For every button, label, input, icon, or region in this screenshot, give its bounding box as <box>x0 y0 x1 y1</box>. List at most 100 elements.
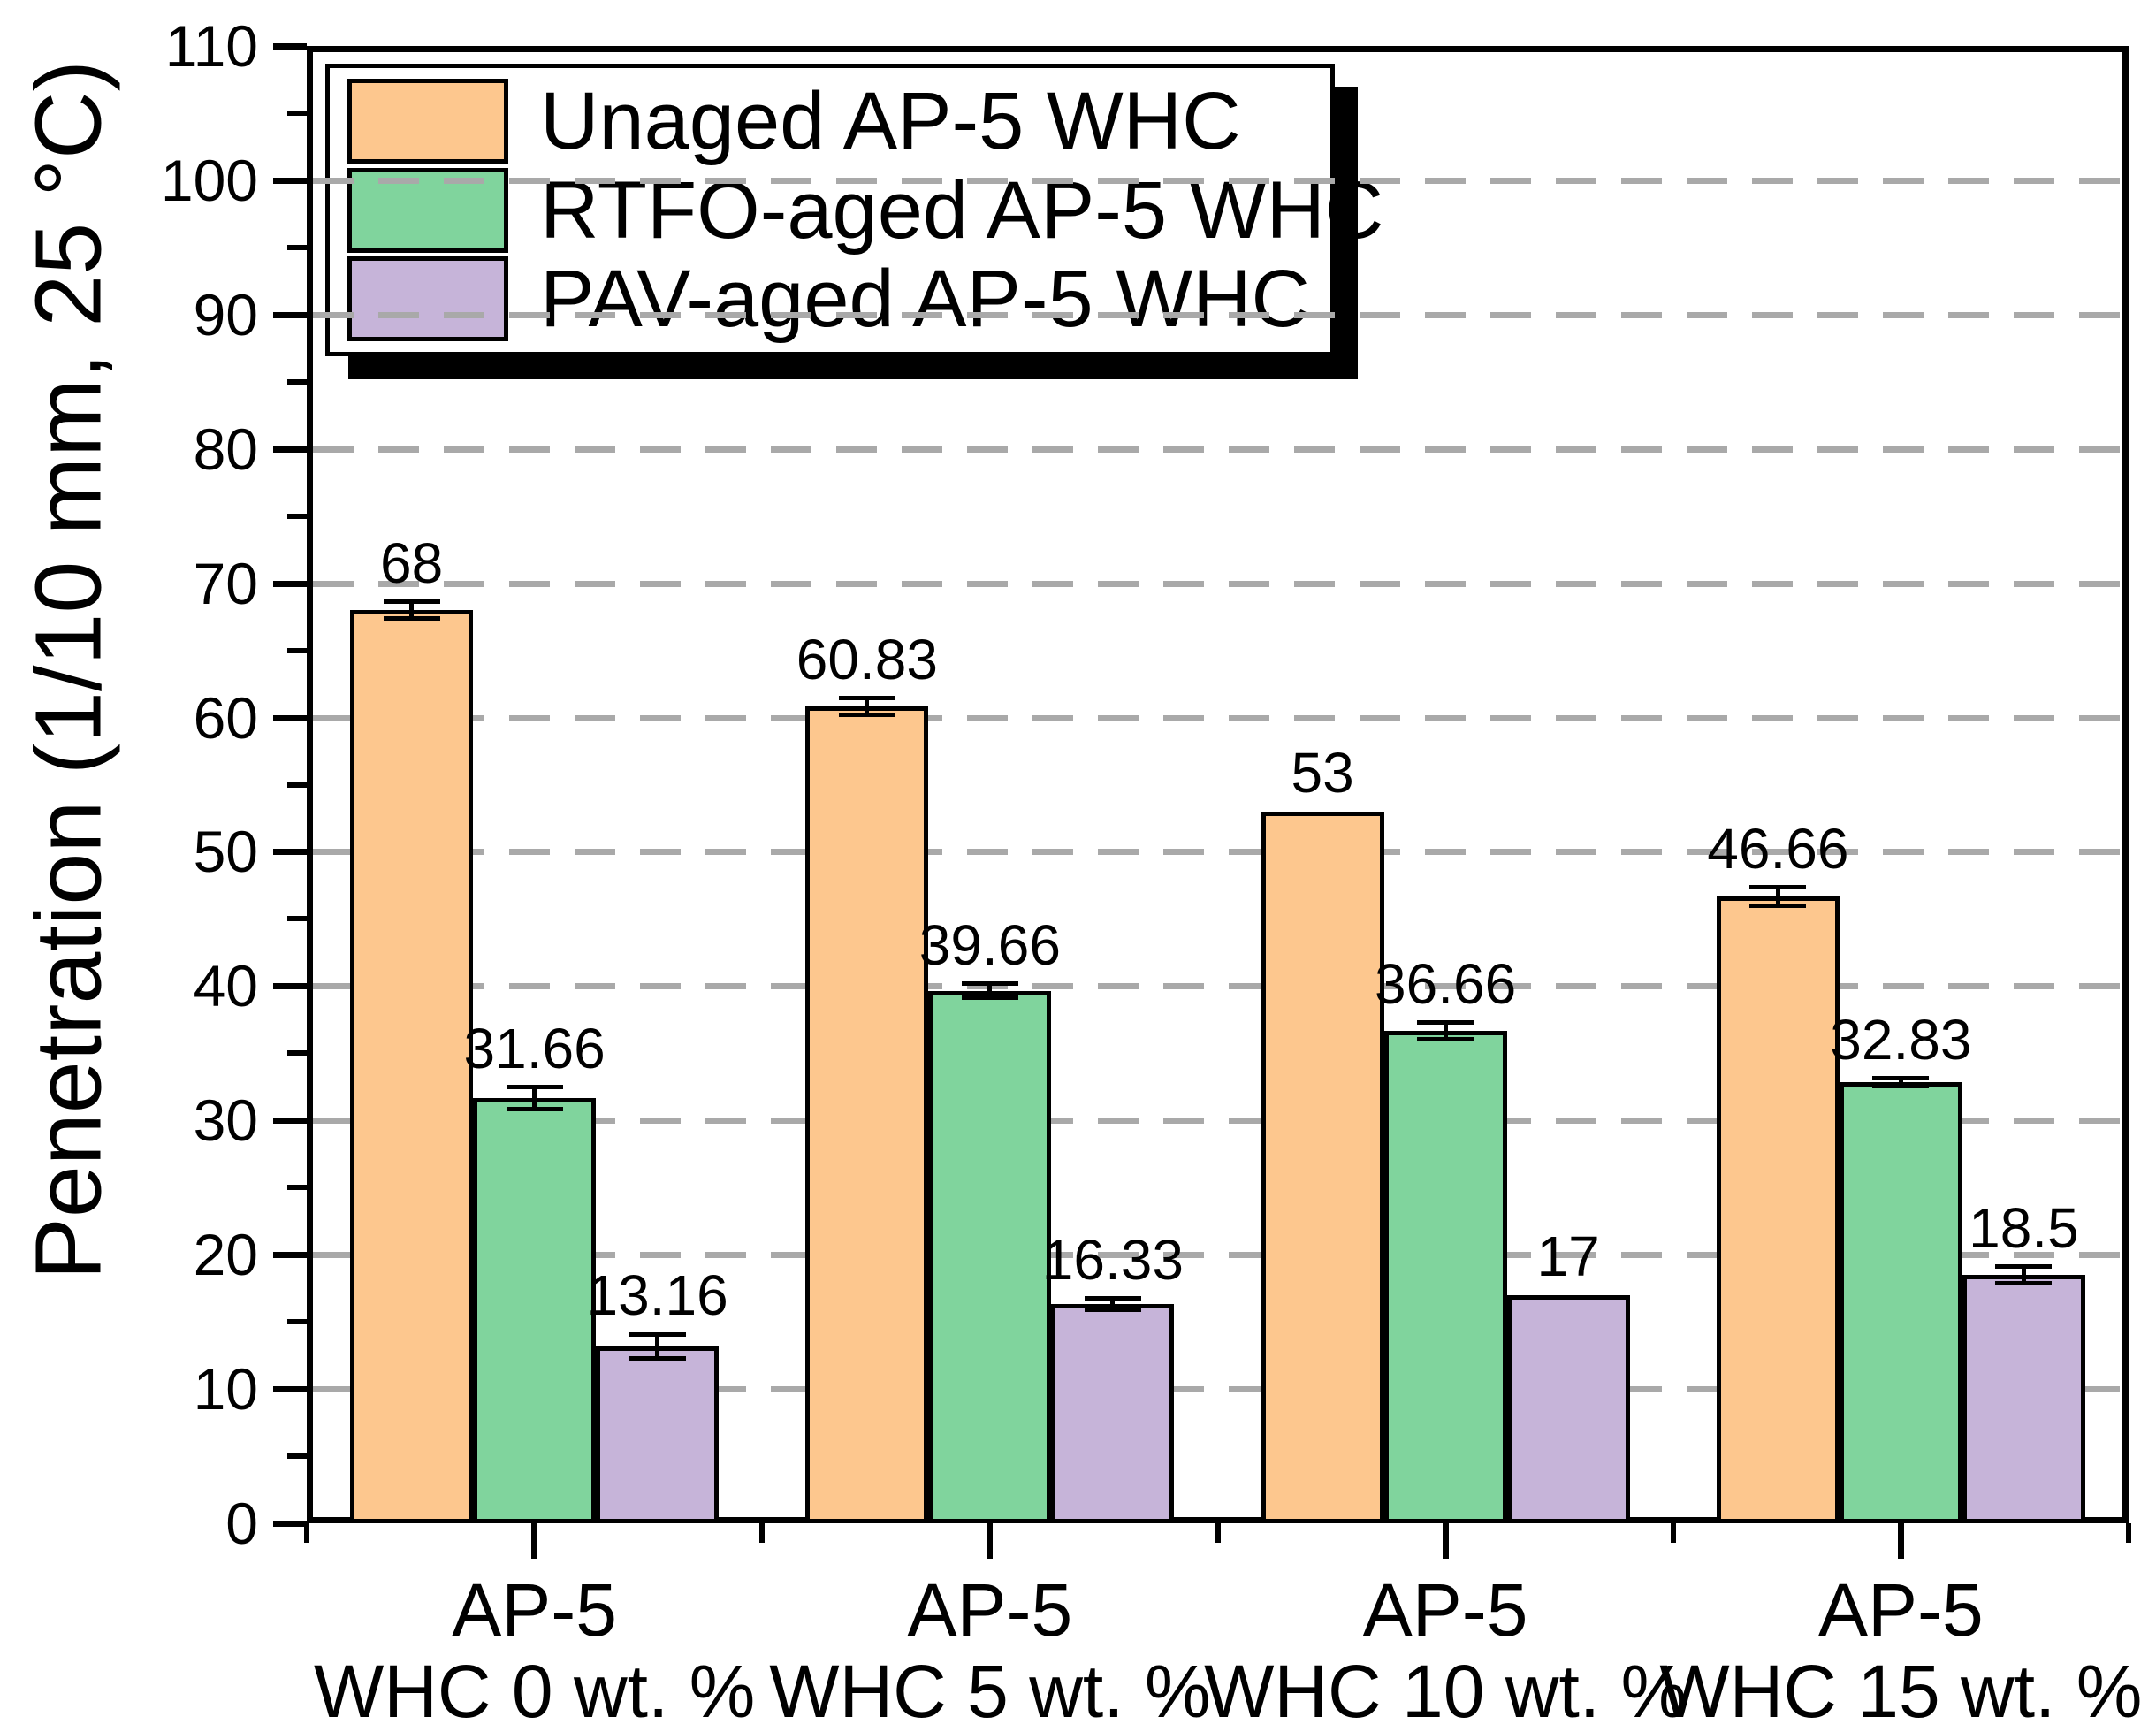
bar-value-label: 68 <box>380 530 444 595</box>
bar-s3-g1 <box>596 1346 720 1523</box>
legend-swatch-1 <box>347 79 508 164</box>
y-major-tick <box>273 177 307 184</box>
error-bar <box>987 983 993 998</box>
error-bar-cap <box>1995 1280 2053 1285</box>
error-bar-cap <box>383 599 440 605</box>
legend-item-label: PAV-aged AP-5 WHC <box>540 253 1310 344</box>
error-bar <box>655 1334 660 1359</box>
y-major-tick <box>273 849 307 856</box>
error-bar-cap <box>1872 1084 1930 1089</box>
error-bar-cap <box>838 696 895 701</box>
y-tick-label: 0 <box>225 1491 258 1556</box>
y-minor-tick <box>287 378 307 385</box>
y-tick-label: 110 <box>164 13 258 79</box>
legend-item-1: Unaged AP-5 WHC <box>347 79 1313 164</box>
gridline <box>313 446 2122 453</box>
y-major-tick <box>273 1386 307 1393</box>
y-tick-label: 10 <box>193 1356 258 1423</box>
bar-value-label: 17 <box>1536 1224 1600 1288</box>
y-major-tick <box>273 446 307 453</box>
x-category-label: AP-5 WHC 5 wt. % <box>769 1568 1211 1724</box>
error-bar-cap <box>1872 1076 1930 1081</box>
bar-value-label: 32.83 <box>1830 1007 1972 1072</box>
bar-s2-g2 <box>928 990 1052 1523</box>
error-bar <box>2021 1266 2026 1284</box>
bar-value-label: 53 <box>1291 740 1354 805</box>
y-minor-tick <box>287 1453 307 1460</box>
error-bar-cap <box>1417 1036 1474 1041</box>
error-bar-cap <box>1749 904 1807 909</box>
gridline <box>313 714 2122 721</box>
bar-s2-g4 <box>1839 1082 1962 1523</box>
x-major-tick <box>1442 1523 1449 1559</box>
y-tick-label: 40 <box>193 953 258 1019</box>
bar-value-label: 60.83 <box>796 627 938 691</box>
bar-s1-g3 <box>1261 811 1384 1523</box>
bar-value-label: 18.5 <box>1969 1195 2079 1260</box>
y-tick-label: 20 <box>193 1222 258 1288</box>
bar-s2-g3 <box>1383 1031 1507 1523</box>
y-tick-label: 80 <box>193 416 258 482</box>
gridline <box>313 983 2122 990</box>
bar-value-label: 16.33 <box>1041 1227 1184 1292</box>
bar-value-label: 31.66 <box>463 1016 606 1080</box>
error-bar-cap <box>1084 1296 1141 1301</box>
gridline <box>313 849 2122 856</box>
y-minor-tick <box>287 244 307 250</box>
gridline <box>313 1386 2122 1393</box>
error-bar-cap <box>1995 1264 2053 1270</box>
bar-s2-g1 <box>473 1098 597 1523</box>
x-minor-tick <box>304 1523 309 1543</box>
legend-swatch-3 <box>347 256 508 341</box>
error-bar-cap <box>961 981 1018 987</box>
y-major-tick <box>273 1118 307 1125</box>
gridline <box>313 1118 2122 1125</box>
gridline <box>313 177 2122 184</box>
bar-s3-g2 <box>1051 1303 1175 1523</box>
error-bar-cap <box>1084 1307 1141 1312</box>
error-bar <box>1110 1298 1116 1309</box>
error-bar <box>865 698 870 715</box>
y-minor-tick <box>287 916 307 922</box>
y-minor-tick <box>287 1185 307 1191</box>
x-category-label: AP-5 WHC 0 wt. % <box>313 1568 756 1724</box>
y-tick-label: 100 <box>160 147 258 213</box>
y-minor-tick <box>287 110 307 116</box>
legend-item-3: PAV-aged AP-5 WHC <box>347 256 1313 341</box>
x-major-tick <box>1897 1523 1904 1559</box>
bar-s1-g1 <box>350 610 474 1523</box>
y-major-tick <box>273 43 307 50</box>
error-bar-cap <box>506 1106 563 1111</box>
error-bar <box>1775 887 1780 906</box>
gridline <box>313 580 2122 587</box>
y-major-tick <box>273 1252 307 1259</box>
y-minor-tick <box>287 647 307 653</box>
y-minor-tick <box>287 1319 307 1325</box>
bar-value-label: 13.16 <box>586 1263 728 1328</box>
error-bar-cap <box>629 1356 686 1362</box>
gridline <box>313 1252 2122 1259</box>
error-bar-cap <box>1749 885 1807 890</box>
x-major-tick <box>987 1523 994 1559</box>
y-major-tick <box>273 714 307 721</box>
error-bar <box>532 1087 537 1110</box>
gridline <box>313 311 2122 318</box>
bar-value-label: 46.66 <box>1707 816 1849 881</box>
error-bar <box>1898 1078 1903 1087</box>
y-minor-tick <box>287 513 307 519</box>
error-bar-cap <box>629 1331 686 1337</box>
y-major-tick <box>273 1521 307 1527</box>
error-bar-cap <box>383 615 440 621</box>
y-tick-label: 30 <box>193 1087 258 1154</box>
bar-s3-g3 <box>1506 1294 1630 1523</box>
x-minor-tick <box>759 1523 766 1543</box>
legend-item-label: Unaged AP-5 WHC <box>540 76 1241 167</box>
x-category-label: AP-5 WHC 15 wt. % <box>1659 1568 2143 1724</box>
y-tick-label: 70 <box>193 550 258 616</box>
y-minor-tick <box>287 1050 307 1057</box>
x-minor-tick <box>1215 1523 1221 1543</box>
error-bar <box>1443 1022 1448 1040</box>
y-tick-label: 50 <box>193 819 258 885</box>
x-minor-tick <box>2126 1523 2131 1543</box>
error-bar-cap <box>506 1085 563 1090</box>
